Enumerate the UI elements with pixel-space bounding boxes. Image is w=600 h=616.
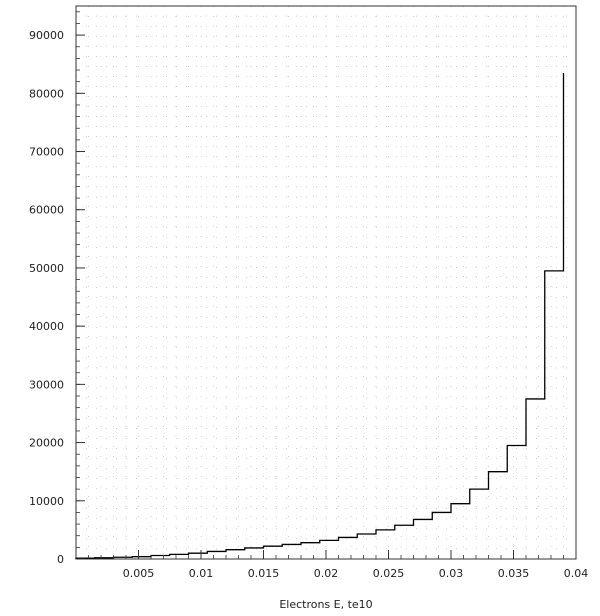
histogram-bin	[451, 504, 470, 559]
histogram-bin	[395, 525, 414, 559]
y-tick-label: 90000	[29, 29, 64, 42]
histogram-bin	[545, 271, 564, 559]
x-tick-label: 0.02	[314, 567, 339, 580]
x-tick-label: 0.015	[248, 567, 280, 580]
histogram-bin	[170, 554, 189, 559]
histogram-bin	[526, 399, 545, 559]
histogram-bin	[282, 544, 301, 559]
histogram-bars	[75, 72, 565, 559]
y-tick-label: 0	[57, 553, 64, 566]
x-tick-label: 0.01	[189, 567, 214, 580]
histogram-bin	[432, 512, 451, 559]
histogram-bin	[414, 519, 433, 559]
histogram-bin	[357, 534, 376, 559]
histogram-bin	[470, 489, 489, 559]
histogram-bin	[226, 550, 245, 559]
y-tick-label: 30000	[29, 378, 64, 391]
histogram-outline	[75, 72, 565, 559]
x-tick-label: 0.03	[439, 567, 464, 580]
x-axis: 0.005 0.01 0.015 0.02 0.025 0.03 0.035 0.04	[88, 550, 589, 580]
y-tick-label: 70000	[29, 146, 64, 159]
grid	[76, 6, 576, 559]
histogram-bin	[189, 553, 208, 559]
x-tick-label: 0.035	[498, 567, 530, 580]
histogram-bin	[301, 543, 320, 559]
histogram-bin	[507, 445, 526, 559]
histogram-bin	[339, 537, 358, 559]
y-tick-label: 20000	[29, 437, 64, 450]
x-axis-title: Electrons E, te10	[279, 598, 372, 611]
histogram-bin	[489, 472, 508, 559]
histogram-bin	[207, 551, 226, 559]
y-tick-label: 60000	[29, 204, 64, 217]
x-tick-label: 0.005	[123, 567, 155, 580]
histogram-bin	[320, 540, 339, 559]
y-tick-label: 80000	[29, 87, 64, 100]
y-tick-label: 40000	[29, 320, 64, 333]
x-tick-label: 0.04	[564, 567, 589, 580]
x-tick-label: 0.025	[373, 567, 405, 580]
histogram-bin	[376, 530, 395, 559]
y-axis: 0 10000 20000 30000 40000 50000 60000 70000 8000…	[29, 11, 85, 566]
histogram-bin	[245, 548, 264, 559]
histogram-bin	[264, 546, 283, 559]
y-tick-label: 10000	[29, 495, 64, 508]
y-tick-label: 50000	[29, 262, 64, 275]
